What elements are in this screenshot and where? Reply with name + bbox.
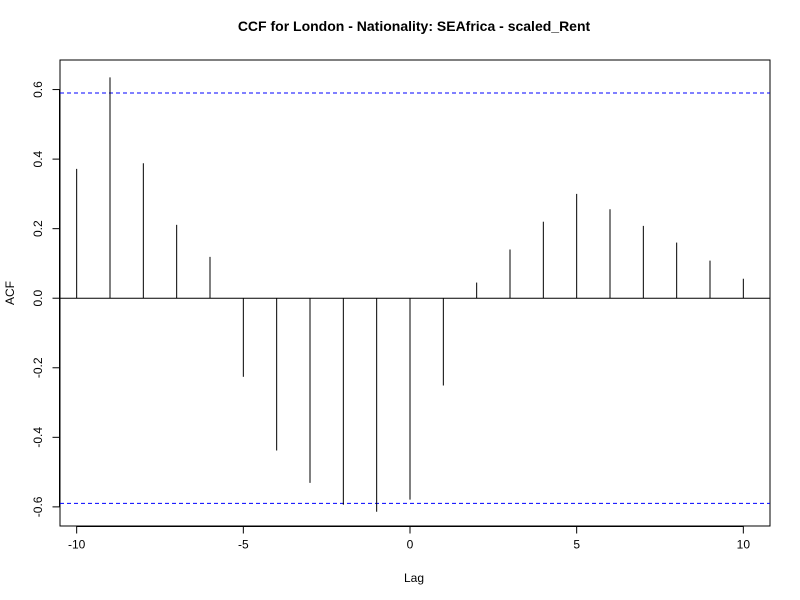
y-tick-label: 0.0 (31, 290, 45, 307)
y-tick-label: -0.6 (31, 496, 45, 517)
y-tick-label: 0.4 (31, 150, 45, 167)
y-axis-label: ACF (3, 281, 17, 305)
x-tick-label: -5 (238, 538, 249, 552)
x-axis-label: Lag (404, 571, 424, 585)
x-tick-label: 5 (573, 538, 580, 552)
x-tick-label: 10 (737, 538, 751, 552)
x-tick-label: 0 (407, 538, 414, 552)
x-tick-label: -10 (68, 538, 86, 552)
plot-frame (59, 59, 771, 527)
y-tick-label: -0.4 (31, 427, 45, 448)
y-tick-label: -0.2 (31, 357, 45, 378)
y-tick-label: 0.6 (31, 81, 45, 98)
chart-title: CCF for London - Nationality: SEAfrica -… (238, 18, 591, 34)
y-tick-label: 0.2 (31, 220, 45, 237)
